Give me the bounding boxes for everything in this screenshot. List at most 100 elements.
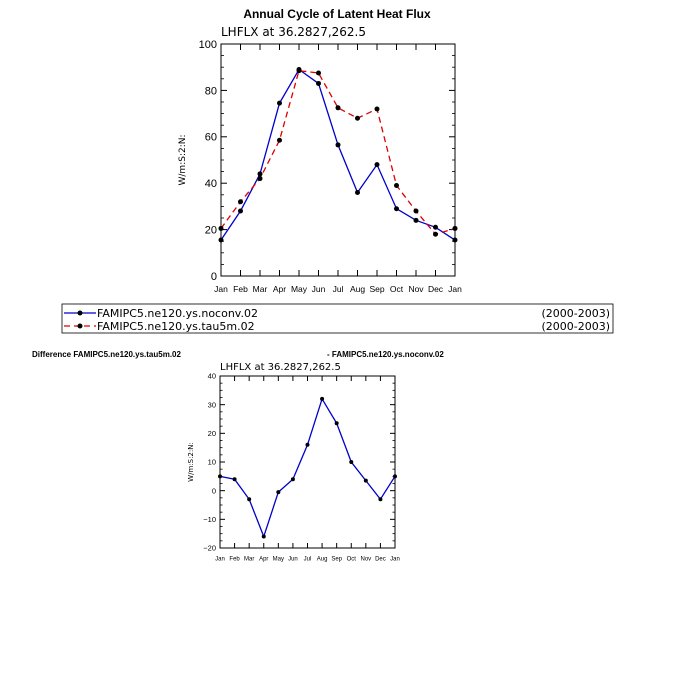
- chart1-xtick-label: Jul: [333, 284, 344, 294]
- chart1-point-0-2: [257, 171, 263, 177]
- chart2-xtick-label: Mar: [244, 557, 254, 563]
- chart2-point-0-11: [378, 497, 383, 502]
- chart1-series-line-0: [220, 68, 456, 241]
- chart2-xtick-label: Nov: [360, 557, 371, 563]
- legend-label-0: FAMIPC5.ne120.ys.noconv.02: [97, 307, 258, 320]
- legend-marker-1: [77, 323, 83, 329]
- chart2-point-0-1: [232, 477, 237, 482]
- chart2-ytick-label: 30: [208, 400, 216, 409]
- chart2-xtick-label: Dec: [375, 557, 386, 563]
- chart2-ytick-label: −10: [203, 515, 216, 524]
- chart1-xtick-label: Jan: [214, 284, 228, 294]
- chart1-point-0-6: [335, 142, 341, 148]
- legend-period-0: (2000-2003): [541, 307, 610, 320]
- chart2-ytick-label: 40: [208, 372, 216, 381]
- chart1-ytick-label: 0: [211, 271, 217, 283]
- chart1-subtitle: LHFLX at 36.2827,262.5: [221, 25, 366, 39]
- chart2-point-0-6: [305, 442, 310, 447]
- chart2-point-0-7: [320, 396, 325, 401]
- chart1-point-1-5: [316, 70, 321, 76]
- chart1-xtick-label: Nov: [408, 284, 424, 294]
- chart1-point-1-9: [394, 183, 399, 189]
- chart1-point-0-10: [413, 217, 419, 223]
- chart1-point-1-8: [374, 106, 380, 112]
- chart2-xtick-label: Jan: [390, 557, 400, 563]
- chart1-point-1-0: [218, 225, 224, 231]
- chart1-xtick-label: Apr: [273, 284, 286, 294]
- chart2-point-0-10: [363, 478, 368, 483]
- chart1-point-0-11: [433, 224, 438, 230]
- chart2-xtick-label: Jan: [215, 557, 225, 563]
- chart2-xtick-label: Jul: [304, 557, 312, 563]
- chart1-xtick-label: Sep: [369, 284, 384, 294]
- chart1-point-0-9: [394, 206, 399, 212]
- chart2-ylabel: W/m:S:2:N:: [187, 442, 195, 482]
- chart1-ylabel: W/m:S:2:N:: [178, 135, 188, 186]
- chart1-xtick-label: Aug: [350, 284, 365, 294]
- chart1-axes: 0 20 40 60 80 100 Jan Feb Mar Apr May Jun Jul Aug Sep O…: [199, 39, 462, 294]
- chart2-series-group: [218, 396, 397, 539]
- chart1-title: Annual Cycle of Latent Heat Flux: [243, 7, 431, 21]
- chart2-point-0-2: [247, 497, 252, 502]
- chart1-ytick-label: 60: [205, 132, 217, 144]
- chart2-xtick-label: Aug: [317, 557, 328, 563]
- chart1-point-1-7: [355, 115, 360, 121]
- chart1-xtick-label: Oct: [390, 284, 404, 294]
- chart2-series-line-0: [219, 397, 396, 539]
- chart2-point-0-5: [290, 477, 295, 482]
- chart1-point-0-0: [218, 237, 224, 243]
- chart2-xtick-label: Feb: [229, 557, 240, 563]
- chart1-point-0-7: [355, 189, 360, 195]
- chart1-point-0-5: [316, 80, 321, 86]
- chart1-ytick-label: 20: [205, 224, 217, 236]
- chart2-title-right: - FAMIPC5.ne120.ys.noconv.02: [327, 350, 444, 359]
- chart1-point-0-3: [277, 100, 282, 106]
- chart2-ytick-label: −20: [203, 544, 216, 553]
- chart2-axes: −20 −10 0 10 20 30 40 Jan Feb Mar Apr May Jun Jul Aug S…: [203, 372, 400, 563]
- chart2-point-0-8: [334, 421, 339, 426]
- legend-label-1: FAMIPC5.ne120.ys.tau5m.02: [97, 320, 255, 333]
- chart1-point-1-4: [296, 68, 302, 74]
- chart2-point-0-0: [218, 474, 222, 479]
- chart1-xtick-label: Mar: [253, 284, 268, 294]
- chart1-xtick-label: Jun: [312, 284, 326, 294]
- chart2-point-0-4: [276, 490, 281, 495]
- chart2-xtick-label: Apr: [259, 557, 268, 563]
- chart2-subtitle: LHFLX at 36.2827,262.5: [220, 362, 341, 373]
- chart1-point-1-12: [452, 225, 458, 231]
- chart2-ytick-label: 0: [212, 486, 216, 495]
- legend-box: [61, 303, 614, 334]
- legend: FAMIPC5.ne120.ys.noconv.02 (2000-2003) FAM…: [64, 307, 610, 333]
- chart2-point-0-9: [349, 460, 354, 464]
- chart1-point-1-6: [335, 105, 341, 111]
- chart1-point-1-2: [257, 176, 263, 182]
- chart2-point-0-3: [261, 534, 266, 539]
- chart1-point-1-3: [277, 137, 282, 143]
- chart2-title-left: Difference FAMIPC5.ne120.ys.tau5m.02: [32, 350, 182, 359]
- chart1-xtick-label: Jan: [448, 284, 462, 294]
- chart1-frame: [220, 43, 456, 277]
- chart1-xtick-label: Dec: [428, 284, 444, 294]
- chart2-ytick-label: 10: [208, 458, 216, 467]
- chart2-xtick-label: Sep: [331, 557, 342, 563]
- chart2-xtick-label: Jun: [288, 557, 298, 563]
- chart1-point-1-11: [433, 231, 438, 237]
- chart1-point-0-12: [452, 237, 458, 243]
- chart1-point-1-1: [238, 199, 243, 205]
- chart1-series-line-1: [220, 69, 456, 235]
- chart2-ytick-label: 20: [208, 429, 216, 438]
- chart1-ytick-label: 80: [205, 85, 217, 97]
- chart1-ytick-label: 100: [199, 39, 217, 51]
- chart1-point-1-10: [413, 208, 419, 214]
- chart2-frame: [219, 375, 396, 549]
- chart1-ytick-label: 40: [205, 178, 217, 190]
- legend-period-1: (2000-2003): [541, 320, 610, 333]
- chart1-series-group: [218, 67, 458, 243]
- chart2-xtick-label: May: [273, 557, 284, 563]
- chart1-point-0-8: [374, 162, 380, 168]
- chart1-xtick-label: Feb: [233, 284, 248, 294]
- chart2-xtick-label: Oct: [347, 557, 357, 563]
- chart1-point-0-1: [238, 208, 243, 214]
- chart2-point-0-12: [393, 474, 397, 479]
